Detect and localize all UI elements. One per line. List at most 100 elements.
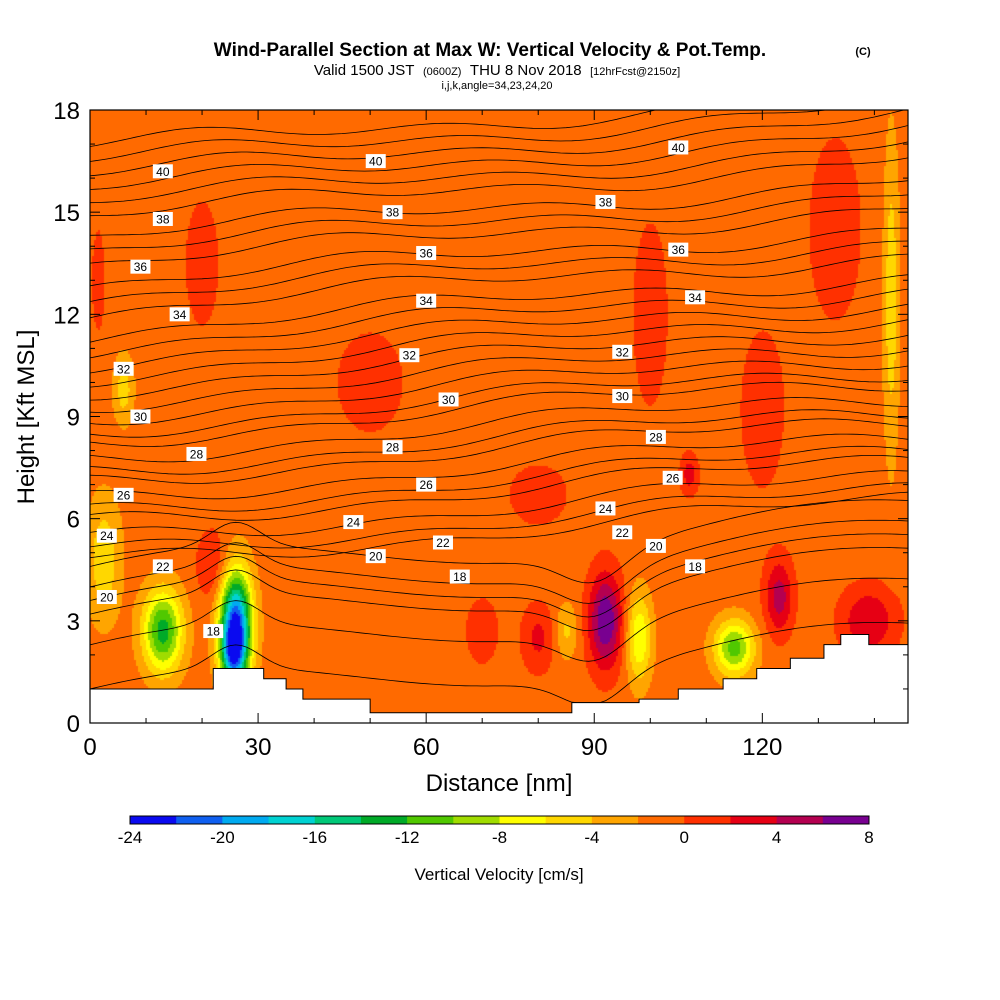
contour-label-bg — [612, 525, 633, 540]
contour-label: 18 — [453, 570, 467, 584]
y-tick-label: 6 — [67, 507, 80, 534]
contour-label-bg — [612, 344, 633, 359]
colorbar-tick-labels: -24 -20 -16 -12 -8 -4 0 4 8 — [118, 828, 874, 847]
colorbar-tick-label: 4 — [772, 828, 781, 847]
x-tick-label: 90 — [581, 734, 608, 761]
theta-contour-line — [90, 240, 908, 302]
colorbar-tick-label: -20 — [210, 828, 235, 847]
contour-label: 22 — [616, 526, 630, 540]
contour-label: 36 — [672, 243, 686, 257]
contour-label: 26 — [419, 478, 433, 492]
contour-label-bg — [432, 535, 453, 550]
colorbar: -24 -20 -16 -12 -8 -4 0 4 8 Vertical Velocity [c… — [118, 815, 874, 884]
contour-label: 36 — [419, 247, 433, 261]
theta-contour-line — [90, 110, 906, 177]
y-tick-label: 12 — [53, 302, 80, 329]
forecast-info: [12hrFcst@2150z] — [590, 66, 680, 78]
colorbar-label: Vertical Velocity [cm/s] — [414, 865, 583, 884]
contour-label: 40 — [156, 165, 170, 179]
theta-contour-line — [90, 334, 908, 401]
y-tick-label: 9 — [67, 405, 80, 432]
contour-label: 28 — [386, 441, 400, 455]
colorbar-swatches — [130, 816, 870, 824]
x-tick-label: 0 — [83, 734, 96, 761]
contour-label: 26 — [117, 488, 131, 502]
y-tick-labels: 0 3 6 9 12 15 18 — [53, 98, 80, 738]
contour-label: 34 — [419, 294, 433, 308]
colorbar-swatch — [314, 816, 362, 824]
x-tick-label: 120 — [742, 734, 782, 761]
contour-label-bg — [152, 164, 173, 179]
chart-title: Wind-Parallel Section at Max W: Vertical… — [214, 40, 766, 61]
colorbar-tick-label: -16 — [302, 828, 327, 847]
valid-date: THU 8 Nov 2018 — [470, 62, 582, 79]
y-tick-label: 18 — [53, 98, 80, 125]
contour-label-bg — [382, 205, 403, 220]
contour-label-bg — [449, 569, 470, 584]
theta-contour-line — [90, 274, 908, 343]
x-tick-label: 30 — [245, 734, 272, 761]
theta-contour-line — [90, 110, 829, 162]
valid-time-line: Valid 1500 JST (0600Z) THU 8 Nov 2018 [1… — [314, 62, 680, 79]
copyright-mark: (C) — [855, 46, 871, 58]
contour-label: 24 — [599, 502, 613, 516]
colorbar-swatch — [268, 816, 316, 824]
contour-label: 20 — [369, 550, 383, 564]
colorbar-swatch — [499, 816, 547, 824]
colorbar-swatch — [591, 816, 639, 824]
contour-label-bg — [113, 361, 134, 376]
theta-contour-line — [90, 253, 908, 319]
x-axis-label: Distance [nm] — [426, 770, 573, 797]
theta-contour-lines — [90, 110, 908, 703]
theta-contour-line — [90, 125, 908, 190]
contour-label: 38 — [156, 212, 170, 226]
colorbar-swatch — [730, 816, 778, 824]
colorbar-swatch — [453, 816, 500, 824]
y-tick-label: 0 — [67, 711, 80, 738]
contour-label: 24 — [347, 516, 361, 530]
colorbar-swatch — [176, 816, 223, 824]
colorbar-tick-label: -24 — [118, 828, 143, 847]
theta-contour-line — [90, 482, 908, 549]
theta-contour-line — [90, 194, 908, 250]
contour-label: 30 — [134, 410, 148, 424]
contour-label: 36 — [134, 260, 148, 274]
theta-contour-line — [90, 381, 908, 447]
theta-contour-line — [90, 319, 908, 388]
contour-label: 20 — [100, 590, 114, 604]
contour-label-bg — [685, 290, 706, 305]
contour-label-bg — [152, 559, 173, 574]
colorbar-frame — [129, 815, 870, 825]
colorbar-swatch — [407, 816, 454, 824]
theta-contour-line — [90, 372, 908, 438]
y-tick-label: 15 — [53, 200, 80, 227]
y-tick-label: 3 — [67, 609, 80, 636]
theta-contour-line — [90, 288, 908, 359]
theta-contour-line — [90, 409, 908, 475]
theta-contour-line — [90, 445, 908, 512]
contour-label: 34 — [688, 291, 702, 305]
colorbar-tick-label: -12 — [395, 828, 420, 847]
contour-label: 22 — [156, 560, 170, 574]
contour-label-bg — [169, 307, 190, 322]
contour-label: 26 — [666, 471, 680, 485]
contour-label: 38 — [386, 206, 400, 220]
contour-label-bg — [113, 487, 134, 502]
colorbar-swatch — [822, 816, 870, 824]
contour-label: 30 — [442, 393, 456, 407]
colorbar-swatch — [222, 816, 270, 824]
valid-utc: (0600Z) — [423, 66, 462, 78]
contour-label-bg — [203, 624, 224, 639]
contour-label-bg — [399, 348, 420, 363]
colorbar-tick-label: 8 — [864, 828, 873, 847]
theta-contour-line — [90, 397, 908, 463]
colorbar-tick-label: -4 — [584, 828, 599, 847]
theta-contour-line — [90, 577, 908, 662]
tick-marks — [89, 109, 908, 724]
contour-label: 28 — [649, 430, 663, 444]
contour-label-bg — [365, 154, 386, 169]
theta-contour-line — [90, 418, 908, 484]
